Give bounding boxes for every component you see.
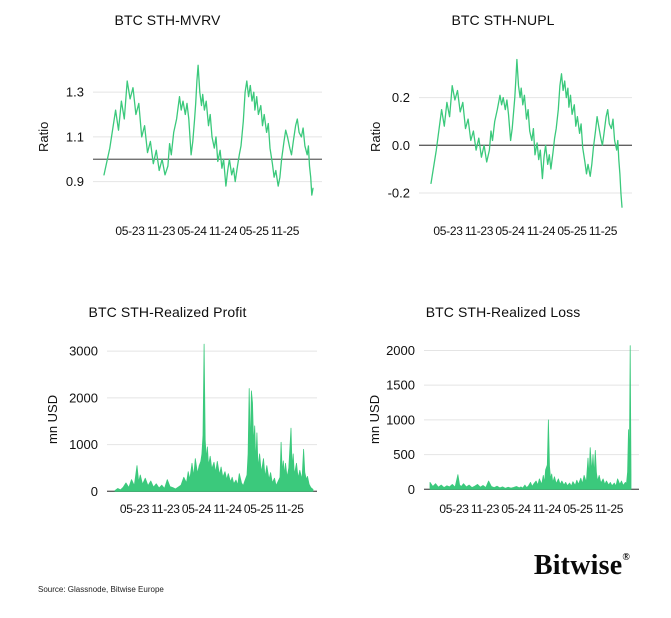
charts-grid: BTC STH-MVRV Ratio 0.9 1.1 1.3 05-23 11-23 0…: [0, 0, 671, 560]
x-tick-label: 11-23: [464, 224, 494, 238]
plot-area: 0 500 1000 1500 2000: [386, 343, 639, 497]
x-tick-label: 11-23: [151, 502, 180, 516]
x-tick-label: 05-23: [119, 502, 150, 516]
x-tick-label: 11-23: [146, 224, 176, 238]
chart-title: BTC STH-NUPL: [451, 12, 555, 28]
plot-area: 0.9 1.1 1.3: [66, 64, 322, 196]
x-tick-label: 11-24: [213, 502, 242, 516]
y-tick-label: 500: [393, 447, 415, 462]
x-tick-label: 05-25: [243, 502, 274, 516]
y-tick-label: 1000: [69, 437, 98, 452]
x-tick-label: 05-25: [557, 224, 587, 238]
y-tick-label: -0.2: [388, 185, 410, 200]
x-axis-labels: 05-23 11-23 05-24 11-24 05-25 11-25: [93, 224, 322, 238]
y-tick-label: 0: [91, 484, 98, 499]
x-tick-label: 11-25: [270, 224, 300, 238]
x-tick-label: 05-24: [501, 502, 531, 516]
x-tick-label: 11-23: [470, 502, 500, 516]
x-axis-labels: 05-23 11-23 05-24 11-24 05-25 11-25: [107, 502, 317, 516]
series-line: [430, 58, 623, 208]
x-tick-label: 05-24: [495, 224, 525, 238]
series-line: [103, 64, 314, 196]
x-axis-labels: 05-23 11-23 05-24 11-24 05-25 11-25: [424, 502, 639, 516]
x-axis-labels: 05-23 11-23 05-24 11-24 05-25 11-25: [419, 224, 632, 238]
x-tick-label: 05-25: [563, 502, 593, 516]
y-tick-label: 1500: [386, 378, 415, 393]
x-tick-label: 05-25: [239, 224, 269, 238]
y-tick-label: 0.2: [392, 90, 410, 105]
chart-title: BTC STH-Realized Loss: [425, 304, 581, 320]
x-tick-label: 05-24: [181, 502, 212, 516]
x-tick-label: 11-25: [275, 502, 304, 516]
x-tick-label: 05-23: [439, 502, 469, 516]
chart-title: BTC STH-MVRV: [114, 12, 221, 28]
x-tick-label: 11-25: [588, 224, 618, 238]
bitwise-wordmark: Bitwise: [533, 550, 623, 581]
x-tick-label: 05-23: [115, 224, 145, 238]
x-tick-label: 05-24: [177, 224, 207, 238]
y-tick-label: 0.0: [392, 138, 410, 153]
y-tick-label: 2000: [69, 390, 98, 405]
chart-title: BTC STH-Realized Profit: [88, 304, 247, 320]
x-tick-label: 11-24: [526, 224, 556, 238]
plot-area: 0 1000 2000 3000: [69, 343, 317, 499]
y-tick-label: 0.9: [66, 174, 84, 189]
series-area: [429, 345, 632, 490]
x-tick-label: 11-25: [594, 502, 624, 516]
registered-trademark-icon: ®: [622, 552, 630, 563]
x-tick-label: 05-23: [433, 224, 463, 238]
y-tick-label: 2000: [386, 343, 415, 358]
y-tick-label: 0: [408, 482, 415, 497]
plot-area: -0.2 0.0 0.2: [388, 58, 632, 208]
bitwise-logo: Bitwise®: [534, 550, 630, 582]
chart-btc-sth-realized-loss: BTC STH-Realized Loss mn USD 0 500 1000 150…: [335, 290, 671, 560]
y-tick-label: 1.3: [66, 85, 84, 100]
source-note: Source: Glassnode, Bitwise Europe: [38, 585, 164, 594]
y-tick-label: 1000: [386, 412, 415, 427]
y-tick-label: 3000: [69, 344, 98, 359]
y-tick-label: 1.1: [66, 129, 84, 144]
series-area: [114, 343, 314, 492]
chart-btc-sth-nupl: BTC STH-NUPL Ratio -0.2 0.0 0.2 05-23 11-23…: [335, 0, 671, 290]
x-tick-label: 11-24: [532, 502, 562, 516]
chart-btc-sth-realized-profit: BTC STH-Realized Profit mn USD 0 1000 2000…: [0, 290, 335, 560]
x-tick-label: 11-24: [208, 224, 238, 238]
chart-btc-sth-mvrv: BTC STH-MVRV Ratio 0.9 1.1 1.3 05-23 11-23 0…: [0, 0, 335, 290]
